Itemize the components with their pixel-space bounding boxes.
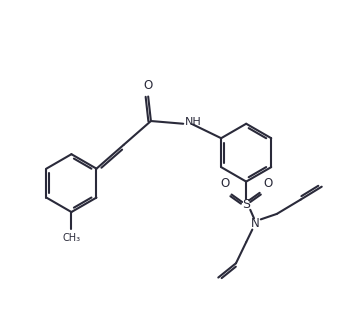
Text: S: S [242, 198, 250, 211]
Text: O: O [263, 177, 272, 190]
Text: NH: NH [185, 117, 202, 127]
Text: O: O [144, 80, 153, 92]
Text: CH₃: CH₃ [62, 233, 81, 243]
Text: N: N [251, 217, 260, 230]
Text: O: O [220, 177, 229, 190]
